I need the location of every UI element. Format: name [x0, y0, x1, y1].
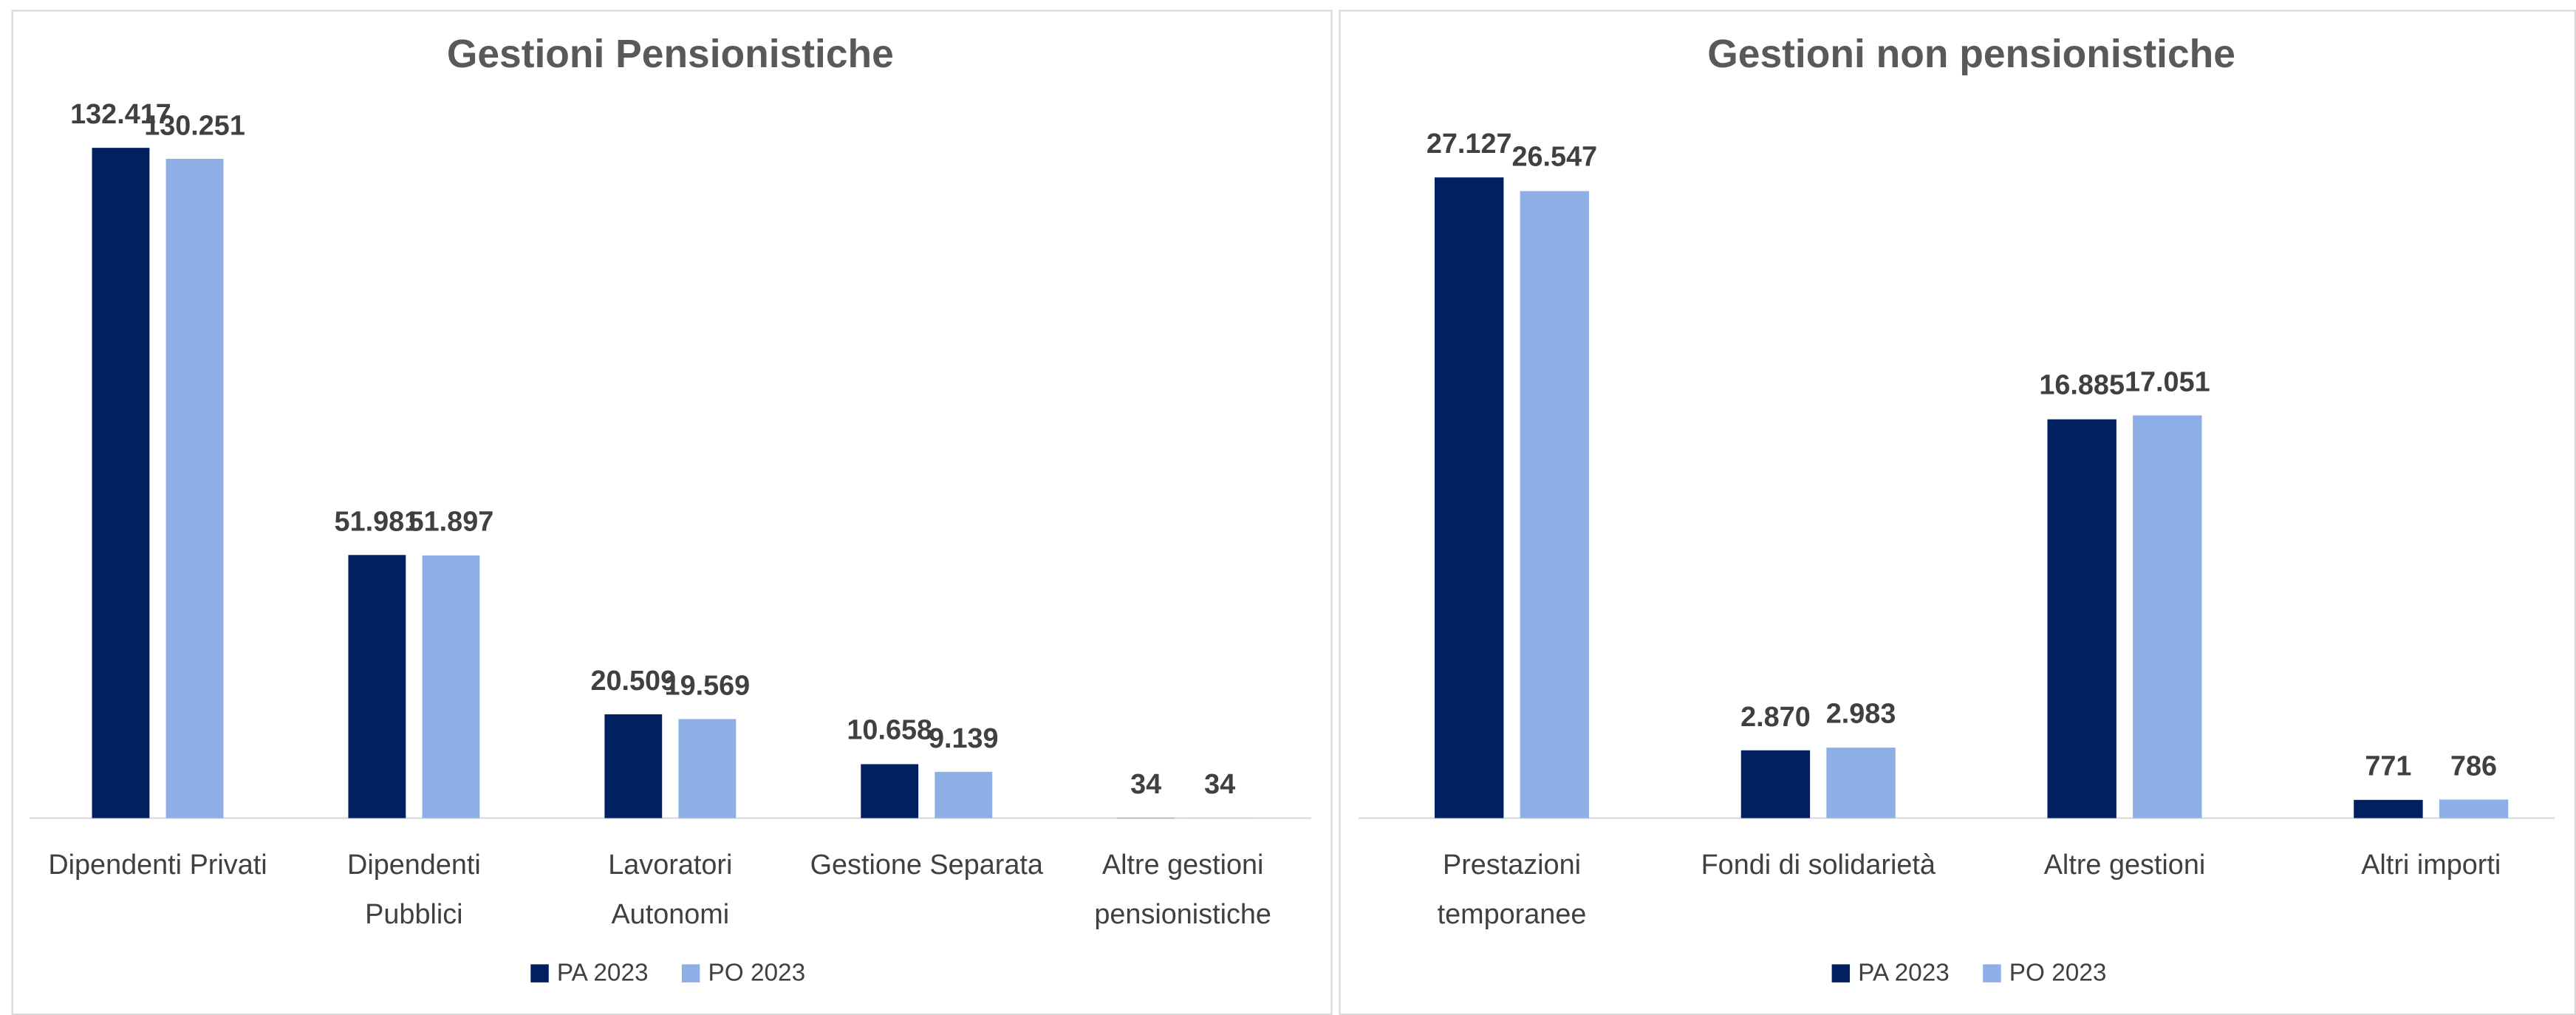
data-label: 17.051: [2125, 366, 2210, 399]
data-label: 9.139: [929, 722, 999, 755]
data-label: 51.897: [409, 506, 494, 539]
data-label: 51.981: [335, 506, 420, 539]
x-tick-label: Dipendenti Privati: [48, 841, 267, 891]
legend-label: PA 2023: [1858, 960, 1950, 988]
bar: [166, 159, 224, 818]
legend-label: PA 2023: [557, 960, 649, 988]
legend-swatch: [1983, 964, 2001, 982]
bar: [2439, 799, 2508, 818]
bar: [2133, 415, 2201, 818]
x-tick-label: Altre gestioni: [2044, 841, 2206, 891]
data-label: 786: [2450, 751, 2497, 783]
bar: [604, 714, 662, 819]
x-tick-label: Altri importi: [2361, 841, 2501, 891]
data-label: 16.885: [2039, 370, 2125, 403]
data-label: 26.547: [1511, 142, 1597, 174]
bar: [678, 719, 736, 818]
x-tick-label: Altre gestioni pensionistiche: [1094, 841, 1271, 940]
bar: [2354, 800, 2422, 819]
data-label: 27.127: [1427, 128, 1512, 160]
bar: [1435, 177, 1503, 818]
data-label: 2.870: [1740, 701, 1811, 734]
data-label: 19.569: [665, 670, 751, 703]
bar: [2047, 420, 2116, 819]
bar: [92, 148, 150, 818]
data-label: 10.658: [847, 715, 932, 748]
legend-swatch: [1832, 964, 1850, 982]
data-label: 2.983: [1826, 698, 1896, 731]
data-label: 130.251: [144, 109, 245, 142]
legend-swatch: [682, 964, 700, 982]
x-tick-label: Lavoratori Autonomi: [608, 841, 732, 940]
data-label: 20.509: [590, 665, 676, 697]
chart-title: Gestioni non pensionistiche: [1707, 33, 2235, 78]
bar: [1826, 748, 1895, 818]
data-label: 771: [2365, 751, 2411, 783]
chart-title: Gestioni Pensionistiche: [447, 33, 894, 78]
bar: [861, 764, 918, 818]
x-tick-label: Dipendenti Pubblici: [347, 841, 481, 940]
data-label: 34: [1130, 769, 1161, 802]
bar: [1520, 191, 1589, 819]
x-tick-label: Prestazioni temporanee: [1438, 841, 1587, 940]
legend-label: PO 2023: [708, 960, 805, 988]
bar: [348, 555, 406, 818]
x-tick-label: Gestione Separata: [810, 841, 1043, 891]
bar: [423, 556, 480, 819]
x-tick-label: Fondi di solidarietà: [1701, 841, 1936, 891]
legend-swatch: [530, 964, 548, 982]
bar: [1741, 751, 1810, 819]
bar: [935, 772, 992, 819]
legend-label: PO 2023: [2009, 960, 2107, 988]
data-label: 34: [1204, 769, 1235, 802]
